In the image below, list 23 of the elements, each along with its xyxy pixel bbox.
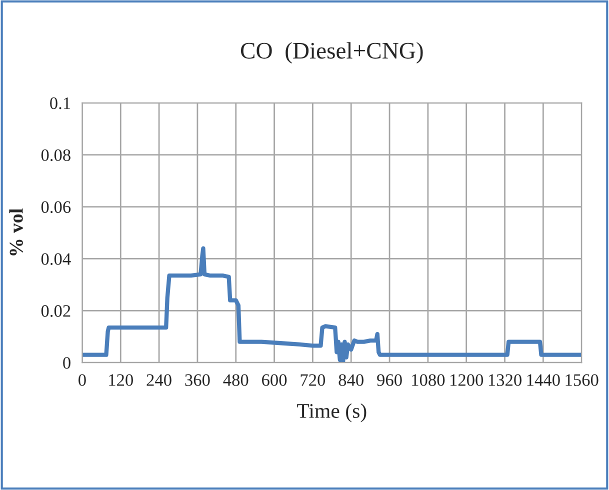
x-tick-label: 1200 [450, 374, 484, 386]
y-tick-label: 0.06 [41, 201, 71, 214]
x-tick-label: 1320 [488, 374, 522, 386]
y-tick-label: 0.02 [41, 305, 70, 317]
x-tick-label: 480 [223, 374, 248, 386]
y-tick-label: 0.04 [41, 253, 71, 265]
x-axis-title: Time (s) [297, 403, 366, 422]
x-tick-label: 0 [78, 374, 86, 386]
y-tick-label: 0.08 [41, 149, 70, 162]
y-tick-label: 0 [63, 357, 70, 369]
x-tick-label: 1080 [412, 374, 445, 386]
x-tick-label: 840 [338, 374, 364, 386]
x-tick-label: 1440 [527, 374, 560, 386]
x-tick-label: 720 [300, 374, 326, 386]
y-tick-label: 0.1 [50, 97, 70, 110]
x-tick-label: 240 [146, 374, 172, 386]
x-tick-label: 360 [185, 374, 210, 386]
y-axis-title: % vol [9, 208, 23, 256]
chart-title: CO (Diesel+CNG) [240, 42, 423, 64]
x-tick-label: 1560 [566, 374, 598, 386]
x-tick-label: 600 [262, 374, 287, 386]
x-tick-label: 960 [377, 374, 402, 386]
x-tick-label: 120 [109, 374, 133, 386]
